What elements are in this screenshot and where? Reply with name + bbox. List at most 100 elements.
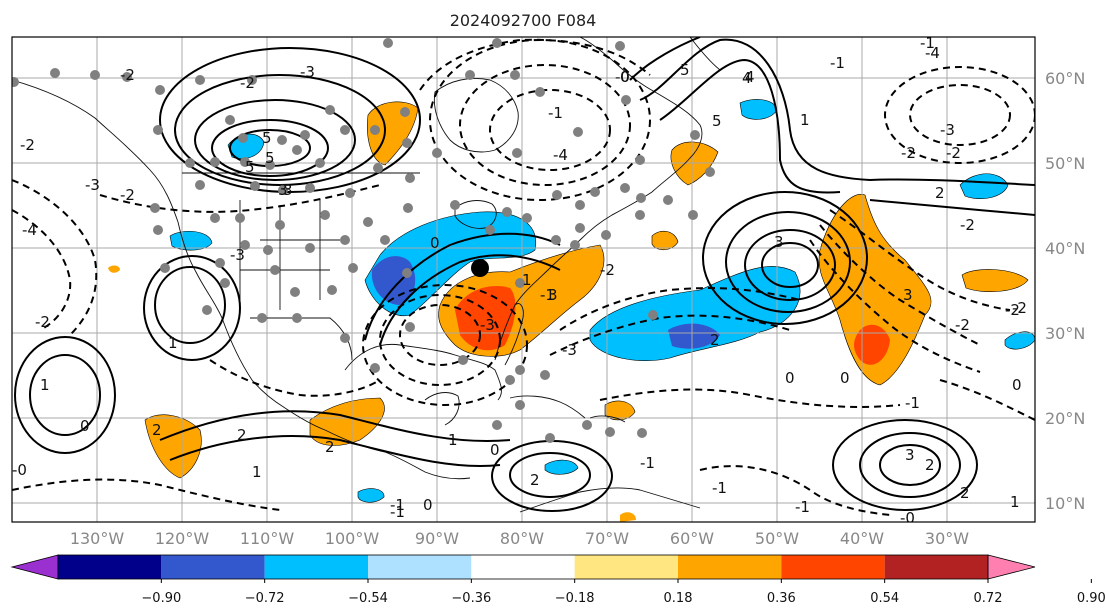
colorbar-swatch xyxy=(368,555,472,579)
lat-label: 10°N xyxy=(1045,494,1085,513)
lat-label: 60°N xyxy=(1045,69,1085,88)
lat-label: 40°N xyxy=(1045,239,1085,258)
contour-label: -4 xyxy=(22,221,37,239)
contour-label: 0 xyxy=(1012,376,1022,394)
colorbar: −0.90 −0.72 −0.54 −0.36 −0.18 0.18 0.36 0.54 0.7… xyxy=(10,554,1105,606)
contour-high-southeast-atl xyxy=(879,444,941,486)
coast-west-us xyxy=(177,221,326,431)
contour-atlantic-mid xyxy=(559,287,801,331)
contour-label: -2 xyxy=(1012,299,1027,317)
contour-label: 0 xyxy=(423,496,433,514)
coast-hudson xyxy=(433,78,519,153)
coast-cuba xyxy=(509,395,586,419)
shade-dark-blue-atlantic xyxy=(668,323,720,349)
lon-label: 50°W xyxy=(755,529,799,548)
lat-label: 50°N xyxy=(1045,154,1085,173)
colorbar-tick-label: −0.90 xyxy=(141,591,181,606)
colorbar-tick-label: −0.18 xyxy=(555,591,595,606)
contour-label: 2 xyxy=(530,471,540,489)
colorbar-tick-label: 0.90 xyxy=(1077,591,1105,606)
contour-label: -2 xyxy=(1005,301,1020,319)
contour-high-atl-2 xyxy=(744,229,836,301)
contour-trough-atl-east-3 xyxy=(829,209,1011,311)
contour-high-far-pacific-2 xyxy=(14,336,116,454)
colorbar-extend-low xyxy=(10,554,59,580)
shade-orange-small-west xyxy=(108,265,120,273)
colorbar-tick-label: −0.72 xyxy=(245,591,285,606)
contour-ridge-canada-east-3 xyxy=(629,37,701,81)
contour-label: 0 xyxy=(430,234,440,252)
contour-label: -2 xyxy=(240,74,255,92)
contour-gulf-mexico xyxy=(209,359,381,397)
lon-label: 70°W xyxy=(585,529,629,548)
storm-center-marker xyxy=(471,259,489,277)
contour-label: 0 xyxy=(80,417,90,435)
colorbar-tick-label: 0.72 xyxy=(974,591,1003,606)
lon-label: 100°W xyxy=(325,529,380,548)
colorbar-outline xyxy=(57,554,989,580)
lon-label: 120°W xyxy=(155,529,210,548)
contour-east-atl-ridge xyxy=(869,178,1035,186)
contour-label: 5 xyxy=(245,158,255,176)
contour-label: -2 xyxy=(35,313,50,331)
lon-label: 30°W xyxy=(925,529,969,548)
lon-label: 90°W xyxy=(415,529,459,548)
lat-label: 20°N xyxy=(1045,409,1085,428)
contour-label: -1 xyxy=(795,498,810,516)
contour-high-alaska-3 xyxy=(194,99,356,181)
contour-label: -4 xyxy=(553,146,568,164)
colorbar-swatch xyxy=(264,555,368,579)
contour-label: 1 xyxy=(522,271,532,289)
contour-label: -2 xyxy=(120,186,135,204)
contour-label: -1 xyxy=(920,34,935,52)
contour-trough-atl-east xyxy=(819,224,981,346)
contour-label: 5 xyxy=(262,129,272,147)
contour-east-atl-ridge-2 xyxy=(869,199,1035,216)
contour-label: -3 xyxy=(480,316,495,334)
contour-label: 3 xyxy=(903,286,913,304)
contour-label: -2 xyxy=(20,136,35,154)
contour-low-lat-band-2 xyxy=(159,410,511,442)
contour-label: 1 xyxy=(800,111,810,129)
contour-low-gulf-2 xyxy=(379,294,501,386)
contour-high-alaska-4 xyxy=(174,74,386,186)
contour-bottom-band-2 xyxy=(699,465,891,516)
contour-low-canada-2 xyxy=(459,64,631,186)
shade-blue-east-atl xyxy=(959,173,1009,199)
contour-high-alaska-2 xyxy=(211,119,329,177)
border-states-1 xyxy=(239,200,340,310)
contour-label: -1 xyxy=(540,286,555,304)
lon-label: 60°W xyxy=(670,529,714,548)
contour-high-pacific xyxy=(154,266,226,344)
contour-trough-canada xyxy=(419,38,651,91)
contour-low-northeast-atl xyxy=(909,84,1011,146)
lon-label: 130°W xyxy=(70,529,125,548)
coast-great-lakes xyxy=(454,200,497,229)
contour-label: 2 xyxy=(960,484,970,502)
contour-label: 1 xyxy=(1010,493,1020,511)
contour-label: -1 xyxy=(390,496,405,514)
contour-label-group: -3 -4 -2 -2 2 1 -3 -1 3 0 -1 -1 -2 -2 1 … xyxy=(12,34,1027,527)
contour-label: 0 xyxy=(490,441,500,459)
contour-high-southeast-atl-2 xyxy=(859,432,961,498)
colorbar-swatch xyxy=(678,555,782,579)
map-title: 2024092700 F084 xyxy=(450,11,597,30)
contour-high-atl-3 xyxy=(725,211,851,313)
colorbar-swatch xyxy=(781,555,885,579)
longitude-labels: 130°W 120°W 110°W 100°W 90°W 80°W 70°W 6… xyxy=(70,529,969,548)
shaded-fields xyxy=(108,99,1035,522)
contour-label: 4 xyxy=(745,68,755,86)
contour-ridge-canada-east-2 xyxy=(639,38,871,181)
contour-west-pacific-2 xyxy=(12,179,98,336)
contour-label: 3 xyxy=(278,181,288,199)
shade-blue-caribbean xyxy=(544,459,579,475)
contour-high-atl-1 xyxy=(761,242,819,288)
contour-label: -0 xyxy=(900,509,915,527)
shade-orange-bottom xyxy=(620,512,636,522)
contour-label: 4 xyxy=(742,69,752,87)
contour-label: -3 xyxy=(940,121,955,139)
contour-label: -2 xyxy=(120,66,135,84)
contour-high-southeast-atl-3 xyxy=(832,419,978,511)
contour-label: 3 xyxy=(774,233,784,251)
